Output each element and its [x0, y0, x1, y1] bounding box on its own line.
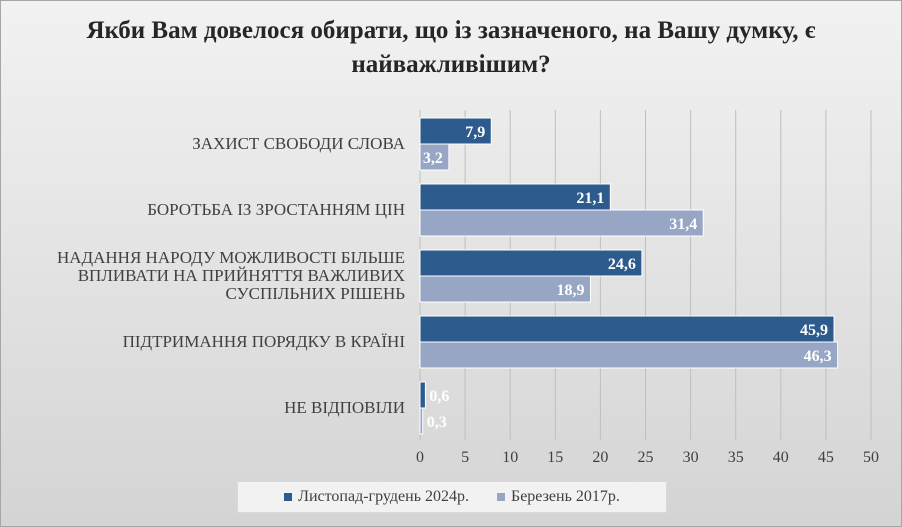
x-tick-label: 35: [728, 449, 744, 466]
category-label: ПІДТРИМАННЯ ПОРЯДКУ В КРАЇНІ: [123, 332, 406, 351]
data-label: 0,6: [429, 388, 449, 405]
chart-title: Якби Вам довелося обирати, що із зазначе…: [86, 17, 816, 78]
category-label: БОРОТЬБА ІЗ ЗРОСТАННЯМ ЦІН: [147, 200, 405, 219]
bar-2017: [419, 407, 424, 435]
data-label: 45,9: [800, 322, 828, 339]
bar-2024: [419, 117, 492, 145]
data-label: 31,4: [669, 216, 697, 233]
legend-label-2017: Березень 2017р.: [511, 488, 620, 505]
data-label: 0,3: [427, 414, 447, 431]
x-tick-label: 10: [502, 449, 518, 466]
data-label: 24,6: [608, 256, 636, 273]
data-label: 18,9: [556, 282, 584, 299]
x-tick-label: 5: [461, 449, 469, 466]
data-label: 46,3: [804, 348, 832, 365]
legend-swatch-2017: [497, 493, 505, 501]
legend-item-2017: Березень 2017р.: [497, 488, 620, 506]
category-label: СУСПІЛЬНИХ РІШЕНЬ: [226, 284, 406, 303]
bar-2024: [419, 183, 611, 211]
bar-2017: [419, 341, 839, 369]
data-label: 7,9: [465, 124, 485, 141]
legend: Листопад-грудень 2024р. Березень 2017р.: [237, 481, 667, 513]
bar-2024: [419, 381, 426, 409]
x-tick-label: 0: [416, 449, 424, 466]
x-tick-label: 25: [638, 449, 654, 466]
legend-swatch-2024: [284, 493, 293, 501]
legend-item-2024: Листопад-грудень 2024р.: [284, 488, 469, 506]
legend-label-2024: Листопад-грудень 2024р.: [298, 488, 469, 505]
x-tick-label: 30: [683, 449, 699, 466]
x-tick-label: 40: [773, 449, 789, 466]
x-tick-label: 50: [863, 449, 879, 466]
data-label: 3,2: [423, 150, 443, 167]
x-tick-label: 45: [818, 449, 834, 466]
category-label: ВПЛИВАТИ НА ПРИЙНЯТТЯ ВАЖЛИВИХ: [78, 266, 405, 285]
category-label: НЕ ВІДПОВІЛИ: [284, 398, 405, 417]
bar-2017: [419, 275, 591, 303]
bar-2017: [419, 143, 450, 171]
x-tick-label: 15: [547, 449, 563, 466]
bar-2017: [419, 209, 704, 237]
x-tick-label: 20: [592, 449, 608, 466]
category-label: НАДАННЯ НАРОДУ МОЖЛИВОСТІ БІЛЬШЕ: [57, 248, 405, 267]
data-label: 21,1: [576, 190, 604, 207]
bar-2024: [419, 315, 835, 343]
category-label: ЗАХИСТ СВОБОДИ СЛОВА: [192, 134, 405, 153]
